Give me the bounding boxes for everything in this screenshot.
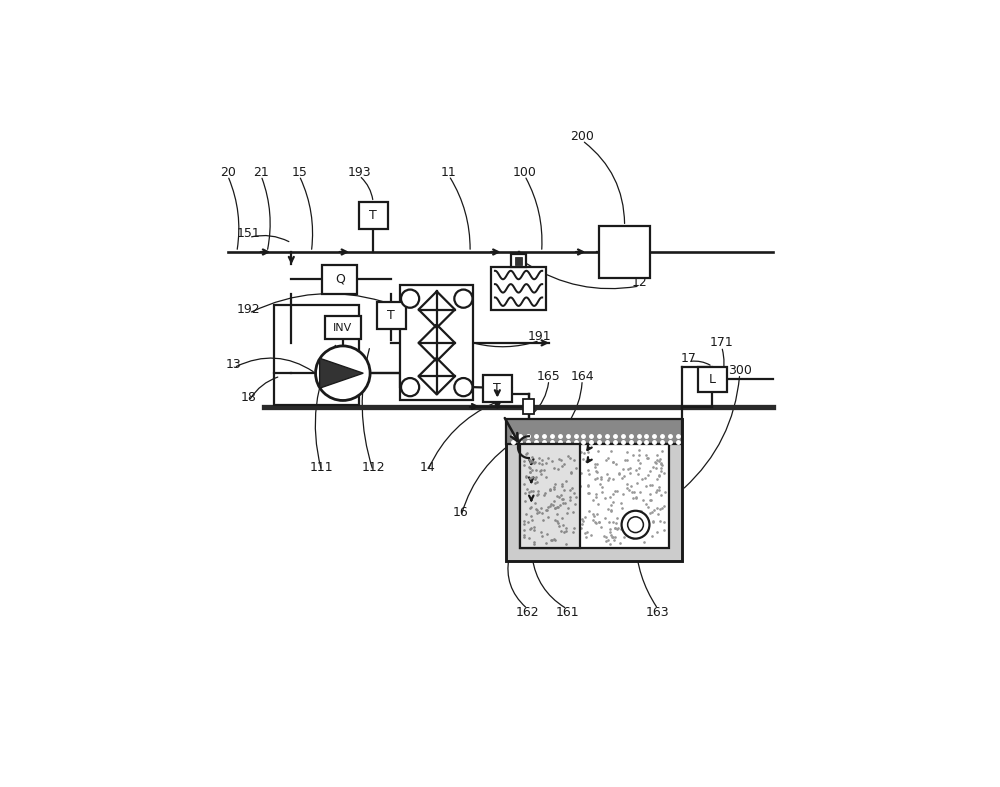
Circle shape [316, 346, 370, 401]
Bar [359, 202, 388, 229]
Text: 18: 18 [241, 391, 257, 404]
Polygon shape [320, 358, 363, 388]
Bar [520, 444, 669, 548]
Text: 193: 193 [347, 165, 371, 179]
Bar [483, 375, 512, 401]
Text: 192: 192 [237, 303, 261, 316]
Bar [698, 367, 727, 392]
Bar [506, 419, 682, 561]
Circle shape [401, 290, 419, 308]
Text: 111: 111 [310, 460, 333, 474]
Bar [400, 286, 473, 401]
Text: L: L [709, 373, 716, 386]
Bar [599, 226, 650, 278]
Text: 171: 171 [710, 336, 733, 349]
Text: T: T [387, 309, 395, 322]
Text: 21: 21 [253, 165, 269, 179]
Text: 17: 17 [680, 352, 696, 364]
Text: 12: 12 [632, 275, 648, 289]
Text: 200: 200 [570, 131, 594, 143]
Text: 191: 191 [528, 331, 552, 343]
Bar [506, 419, 682, 444]
Text: 300: 300 [728, 364, 752, 377]
Bar [515, 257, 522, 264]
Text: 161: 161 [555, 606, 579, 619]
Text: INV: INV [333, 323, 352, 333]
Text: T: T [369, 209, 377, 222]
Text: 16: 16 [453, 506, 469, 519]
Circle shape [622, 511, 649, 538]
Text: 15: 15 [291, 165, 307, 179]
Text: Q: Q [335, 273, 345, 286]
Bar [491, 267, 546, 309]
Text: 14: 14 [420, 460, 436, 474]
Text: 112: 112 [361, 460, 385, 474]
Bar [377, 302, 406, 329]
Bar [523, 399, 534, 414]
Bar [511, 254, 526, 267]
Bar [322, 264, 357, 294]
Bar [325, 316, 361, 339]
Text: 164: 164 [570, 370, 594, 382]
Text: T: T [493, 382, 501, 395]
Text: 100: 100 [513, 165, 537, 179]
Text: 162: 162 [516, 606, 539, 619]
Text: 163: 163 [646, 606, 670, 619]
Text: 165: 165 [537, 370, 561, 382]
Text: 13: 13 [226, 357, 242, 371]
Circle shape [454, 378, 473, 396]
Text: 20: 20 [220, 165, 236, 179]
Bar [274, 305, 359, 405]
Circle shape [454, 290, 473, 308]
Text: 11: 11 [441, 165, 457, 179]
Text: 151: 151 [237, 227, 261, 240]
Bar [520, 444, 580, 548]
Circle shape [401, 378, 419, 396]
